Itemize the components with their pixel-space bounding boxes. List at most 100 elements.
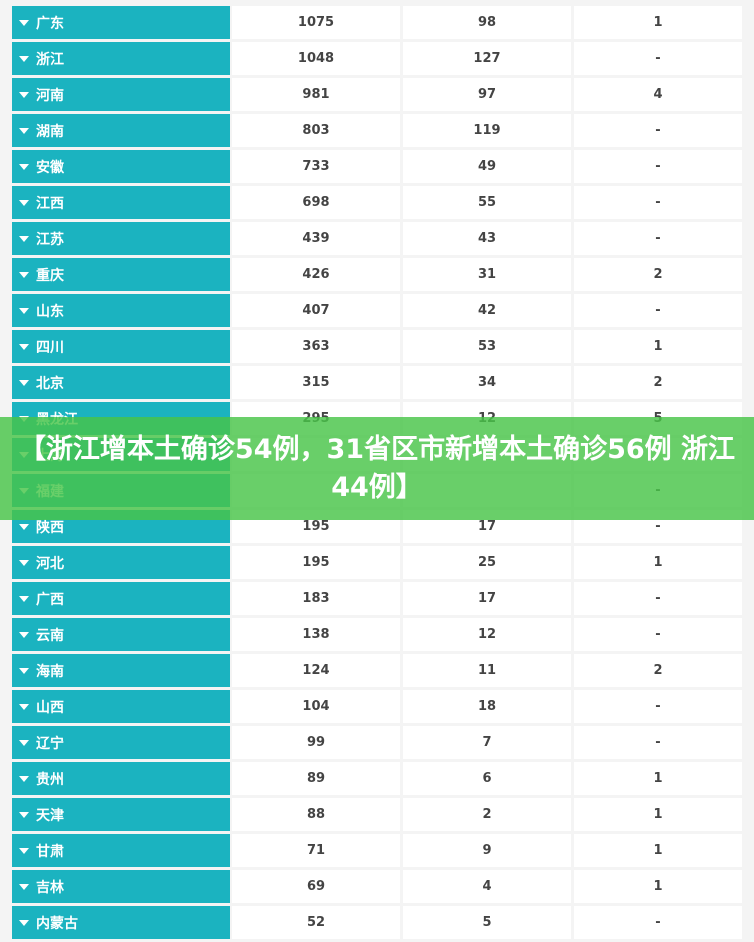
- caret-down-icon: [19, 703, 29, 710]
- province-name: 重庆: [36, 267, 64, 284]
- table-cell-1: 733: [232, 150, 400, 183]
- table-row: 天津 88 2 1: [12, 798, 742, 831]
- table-cell-3: -: [574, 42, 742, 75]
- province-name: 广东: [36, 15, 64, 32]
- province-expander[interactable]: 辽宁: [12, 726, 230, 759]
- province-expander[interactable]: 吉林: [12, 870, 230, 903]
- table-cell-1: 407: [232, 294, 400, 327]
- province-expander[interactable]: 云南: [12, 618, 230, 651]
- caret-down-icon: [19, 343, 29, 350]
- table-cell-1: 183: [232, 582, 400, 615]
- table-cell-3: -: [574, 690, 742, 723]
- table-cell-2: 4: [403, 870, 571, 903]
- table-cell-3: 1: [574, 546, 742, 579]
- table-cell-2: 97: [403, 78, 571, 111]
- province-expander[interactable]: 海南: [12, 654, 230, 687]
- province-expander[interactable]: 重庆: [12, 258, 230, 291]
- table-cell-3: -: [574, 150, 742, 183]
- caret-down-icon: [19, 379, 29, 386]
- caret-down-icon: [19, 127, 29, 134]
- table-row: 辽宁 99 7-: [12, 726, 742, 759]
- table-cell-2: 34: [403, 366, 571, 399]
- table-cell-1: 99: [232, 726, 400, 759]
- province-name: 江西: [36, 195, 64, 212]
- province-expander[interactable]: 广东: [12, 6, 230, 39]
- province-table: 广东 1075 98 1 浙江 1048 127- 河南 981 97 4 湖南 803 119- 安徽 73…: [12, 6, 742, 942]
- table-cell-2: 11: [403, 654, 571, 687]
- table-cell-3: -: [574, 618, 742, 651]
- province-expander[interactable]: 广西: [12, 582, 230, 615]
- province-expander[interactable]: 河北: [12, 546, 230, 579]
- caret-down-icon: [19, 775, 29, 782]
- table-cell-3: -: [574, 222, 742, 255]
- province-expander[interactable]: 四川: [12, 330, 230, 363]
- table-cell-1: 1048: [232, 42, 400, 75]
- table-cell-2: 43: [403, 222, 571, 255]
- table-row: 广东 1075 98 1: [12, 6, 742, 39]
- province-expander[interactable]: 天津: [12, 798, 230, 831]
- caret-down-icon: [19, 847, 29, 854]
- table-row: 广西 183 17-: [12, 582, 742, 615]
- table-cell-1: 71: [232, 834, 400, 867]
- province-expander[interactable]: 江西: [12, 186, 230, 219]
- table-row: 河北 195 25 1: [12, 546, 742, 579]
- province-name: 安徽: [36, 159, 64, 176]
- province-name: 江苏: [36, 231, 64, 248]
- table-row: 甘肃 71 9 1: [12, 834, 742, 867]
- table-cell-3: 2: [574, 654, 742, 687]
- province-name: 吉林: [36, 879, 64, 896]
- caret-down-icon: [19, 271, 29, 278]
- table-cell-3: 2: [574, 366, 742, 399]
- caret-down-icon: [19, 667, 29, 674]
- province-name: 陕西: [36, 519, 64, 536]
- province-expander[interactable]: 甘肃: [12, 834, 230, 867]
- province-name: 山东: [36, 303, 64, 320]
- table-cell-2: 25: [403, 546, 571, 579]
- table-row: 吉林 69 4 1: [12, 870, 742, 903]
- province-expander[interactable]: 河南: [12, 78, 230, 111]
- table-cell-3: -: [574, 582, 742, 615]
- table-cell-1: 315: [232, 366, 400, 399]
- table-cell-1: 981: [232, 78, 400, 111]
- table-cell-2: 49: [403, 150, 571, 183]
- caret-down-icon: [19, 883, 29, 890]
- table-cell-2: 2: [403, 798, 571, 831]
- table-row: 浙江 1048 127-: [12, 42, 742, 75]
- table-row: 海南 124 11 2: [12, 654, 742, 687]
- table-row: 内蒙古 52 5-: [12, 906, 742, 939]
- province-name: 云南: [36, 627, 64, 644]
- province-expander[interactable]: 湖南: [12, 114, 230, 147]
- table-cell-3: -: [574, 114, 742, 147]
- province-name: 河北: [36, 555, 64, 572]
- province-expander[interactable]: 山西: [12, 690, 230, 723]
- table-cell-2: 119: [403, 114, 571, 147]
- table-cell-1: 426: [232, 258, 400, 291]
- province-name: 广西: [36, 591, 64, 608]
- province-expander[interactable]: 内蒙古: [12, 906, 230, 939]
- table-cell-3: -: [574, 906, 742, 939]
- province-expander[interactable]: 贵州: [12, 762, 230, 795]
- province-name: 四川: [36, 339, 64, 356]
- caret-down-icon: [19, 595, 29, 602]
- caret-down-icon: [19, 19, 29, 26]
- table-row: 四川 363 53 1: [12, 330, 742, 363]
- province-expander[interactable]: 浙江: [12, 42, 230, 75]
- province-expander[interactable]: 北京: [12, 366, 230, 399]
- table-cell-1: 89: [232, 762, 400, 795]
- province-expander[interactable]: 江苏: [12, 222, 230, 255]
- province-name: 河南: [36, 87, 64, 104]
- table-row: 江苏 439 43-: [12, 222, 742, 255]
- caret-down-icon: [19, 559, 29, 566]
- headline-banner: 【浙江增本土确诊54例，31省区市新增本土确诊56例 浙江44例】: [0, 417, 754, 520]
- table-cell-1: 363: [232, 330, 400, 363]
- province-name: 贵州: [36, 771, 64, 788]
- province-name: 湖南: [36, 123, 64, 140]
- table-cell-1: 439: [232, 222, 400, 255]
- province-expander[interactable]: 安徽: [12, 150, 230, 183]
- province-name: 甘肃: [36, 843, 64, 860]
- table-cell-3: 1: [574, 330, 742, 363]
- table-cell-2: 18: [403, 690, 571, 723]
- table-cell-2: 53: [403, 330, 571, 363]
- table-cell-1: 803: [232, 114, 400, 147]
- province-expander[interactable]: 山东: [12, 294, 230, 327]
